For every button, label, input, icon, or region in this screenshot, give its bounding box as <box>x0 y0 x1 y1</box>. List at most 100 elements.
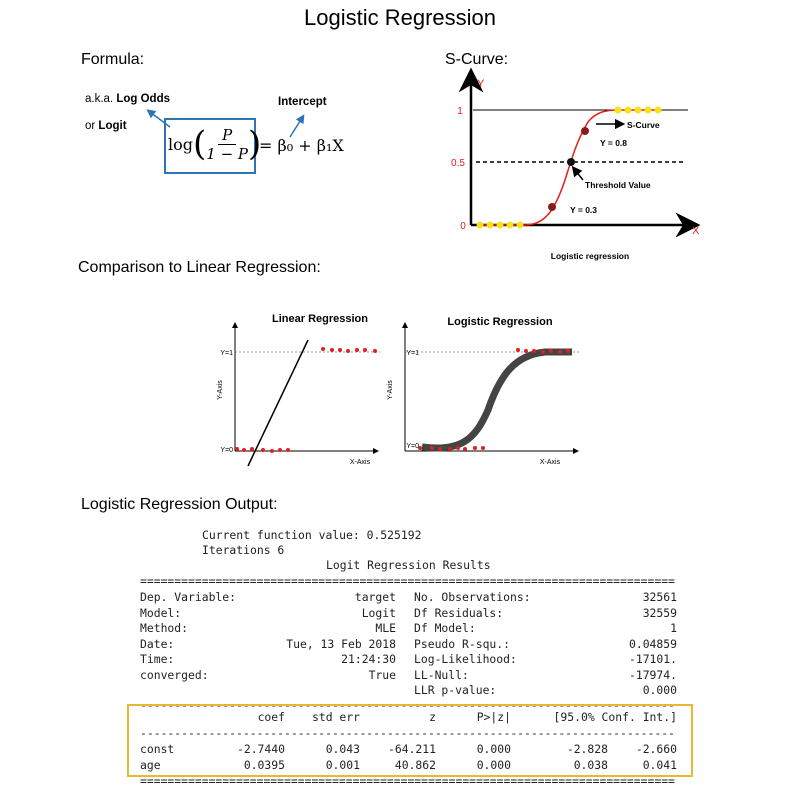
formula-lhs: log ( P 1 − P ) <box>168 124 261 164</box>
summary-value: -17101. <box>628 652 677 666</box>
data-point <box>549 349 553 353</box>
s-curve-heading: S-Curve: <box>445 51 509 68</box>
data-point <box>286 448 290 452</box>
aka-label: a.k.a. Log Odds <box>85 93 170 105</box>
coef-value: 0.001 <box>325 758 360 772</box>
logistic-dots <box>418 348 570 451</box>
x-axis-label: X <box>692 225 700 237</box>
intercept-label: Intercept <box>278 96 327 108</box>
function-value: Current function value: 0.525192 <box>202 528 422 542</box>
s-curve-diagram: Y X 1 0.5 0 S-Curve Y = 0.8 Threshold Va… <box>451 67 701 261</box>
paren-close: ) <box>248 124 262 164</box>
double-rule: ========================================… <box>140 574 677 590</box>
coef-row: age 0.0395 0.001 40.862 0.000 0.038 0.041 <box>140 758 677 774</box>
summary-value: target <box>354 590 396 604</box>
yellow-dot <box>476 221 484 229</box>
summary-label: LLR p-value: <box>414 683 497 697</box>
data-point <box>373 349 377 353</box>
coef-value: 0.0395 <box>243 758 285 772</box>
summary-label: Time: <box>140 652 175 666</box>
yellow-dot <box>634 106 642 114</box>
log-text: log <box>168 134 193 154</box>
aka-prefix: a.k.a. <box>85 93 117 105</box>
coef-value: -2.660 <box>635 742 677 756</box>
data-point <box>363 348 367 352</box>
denominator: 1 − P <box>206 144 249 163</box>
page-title: Logistic Regression <box>304 5 496 30</box>
data-point <box>438 447 442 451</box>
coef-header: z <box>429 710 436 724</box>
summary-value: Logit <box>361 605 396 620</box>
threshold-arrow <box>571 165 584 181</box>
summary-value: 21:24:30 <box>341 652 396 666</box>
summary-value: 0.000 <box>642 683 677 697</box>
coef-header: P>|z| <box>476 710 511 724</box>
summary-label: Df Model: <box>414 621 476 635</box>
data-point <box>516 348 520 352</box>
point-threshold <box>567 158 575 166</box>
summary-label: Pseudo R-squ.: <box>414 636 511 651</box>
data-point <box>270 449 274 453</box>
y03-label: Y = 0.3 <box>570 205 597 215</box>
iterations: Iterations 6 <box>202 543 285 557</box>
summary-value: True <box>368 667 396 682</box>
or-prefix: or <box>85 120 99 132</box>
summary-value: MLE <box>375 621 396 635</box>
coef-header: coef <box>257 710 285 724</box>
linear-y1-label: Y=1 <box>220 350 233 357</box>
logistic-y1-label: Y=1 <box>406 350 419 357</box>
double-rule: ========================================… <box>140 574 675 588</box>
summary-row: converged: True LL-Null: -17974. <box>140 668 677 684</box>
yellow-dot <box>624 106 632 114</box>
summary-row: Method: MLE Df Model: 1 <box>140 621 677 637</box>
comparison-charts: Linear Regression Y=1 Y=0 Y-Axis X-Axis … <box>217 313 580 467</box>
log-odds-label: Log Odds <box>116 93 170 105</box>
data-point <box>278 448 282 452</box>
data-point <box>456 446 460 450</box>
summary-row: Time: 21:24:30 Log-Likelihood: -17101. <box>140 652 677 668</box>
linear-fit-line <box>247 339 309 467</box>
coef-value: 0.041 <box>642 758 677 772</box>
summary-value: 0.04859 <box>628 636 677 651</box>
numerator: P <box>218 126 237 145</box>
intercept-arrow <box>289 114 305 138</box>
coef-highlight-box <box>127 704 693 777</box>
data-point <box>532 349 536 353</box>
data-point <box>430 446 434 450</box>
data-point <box>321 347 325 351</box>
coef-value: -2.828 <box>566 742 608 756</box>
data-point <box>558 350 562 354</box>
y-axis-label: Y <box>477 78 485 90</box>
data-point <box>566 349 570 353</box>
yellow-dot <box>516 221 524 229</box>
data-point <box>235 447 239 451</box>
output-heading: Logistic Regression Output: <box>81 496 278 513</box>
coef-value: -2.7440 <box>236 742 285 756</box>
coef-value: 0.000 <box>476 742 511 756</box>
point-y08 <box>581 127 589 135</box>
summary-value: 1 <box>670 621 677 635</box>
comparison-heading: Comparison to Linear Regression: <box>78 259 321 276</box>
paren-open: ( <box>193 124 207 164</box>
data-point <box>524 349 528 353</box>
summary-label: Df Residuals: <box>414 605 504 620</box>
single-rule: ----------------------------------------… <box>140 726 677 742</box>
summary-value: -17974. <box>628 667 677 682</box>
summary-row: Model: Logit Df Residuals: 32559 <box>140 606 677 622</box>
coef-value: 0.038 <box>573 758 608 772</box>
data-point <box>448 447 452 451</box>
data-point <box>330 348 334 352</box>
logistic-y-axis-label: Y-Axis <box>387 380 394 400</box>
linear-y0-label: Y=0 <box>220 447 233 454</box>
summary-label: LL-Null: <box>414 667 469 682</box>
coef-row: const -2.7440 0.043 -64.211 0.000 -2.828 -2.66… <box>140 742 677 758</box>
data-point <box>242 448 246 452</box>
data-point <box>338 348 342 352</box>
tick-1: 1 <box>457 106 463 117</box>
double-rule: ========================================… <box>140 774 677 790</box>
threshold-label: Threshold Value <box>585 180 651 190</box>
linear-y-axis-label: Y-Axis <box>217 380 224 400</box>
data-point <box>481 446 485 450</box>
coef-value: 0.043 <box>325 742 360 756</box>
data-point <box>261 448 265 452</box>
